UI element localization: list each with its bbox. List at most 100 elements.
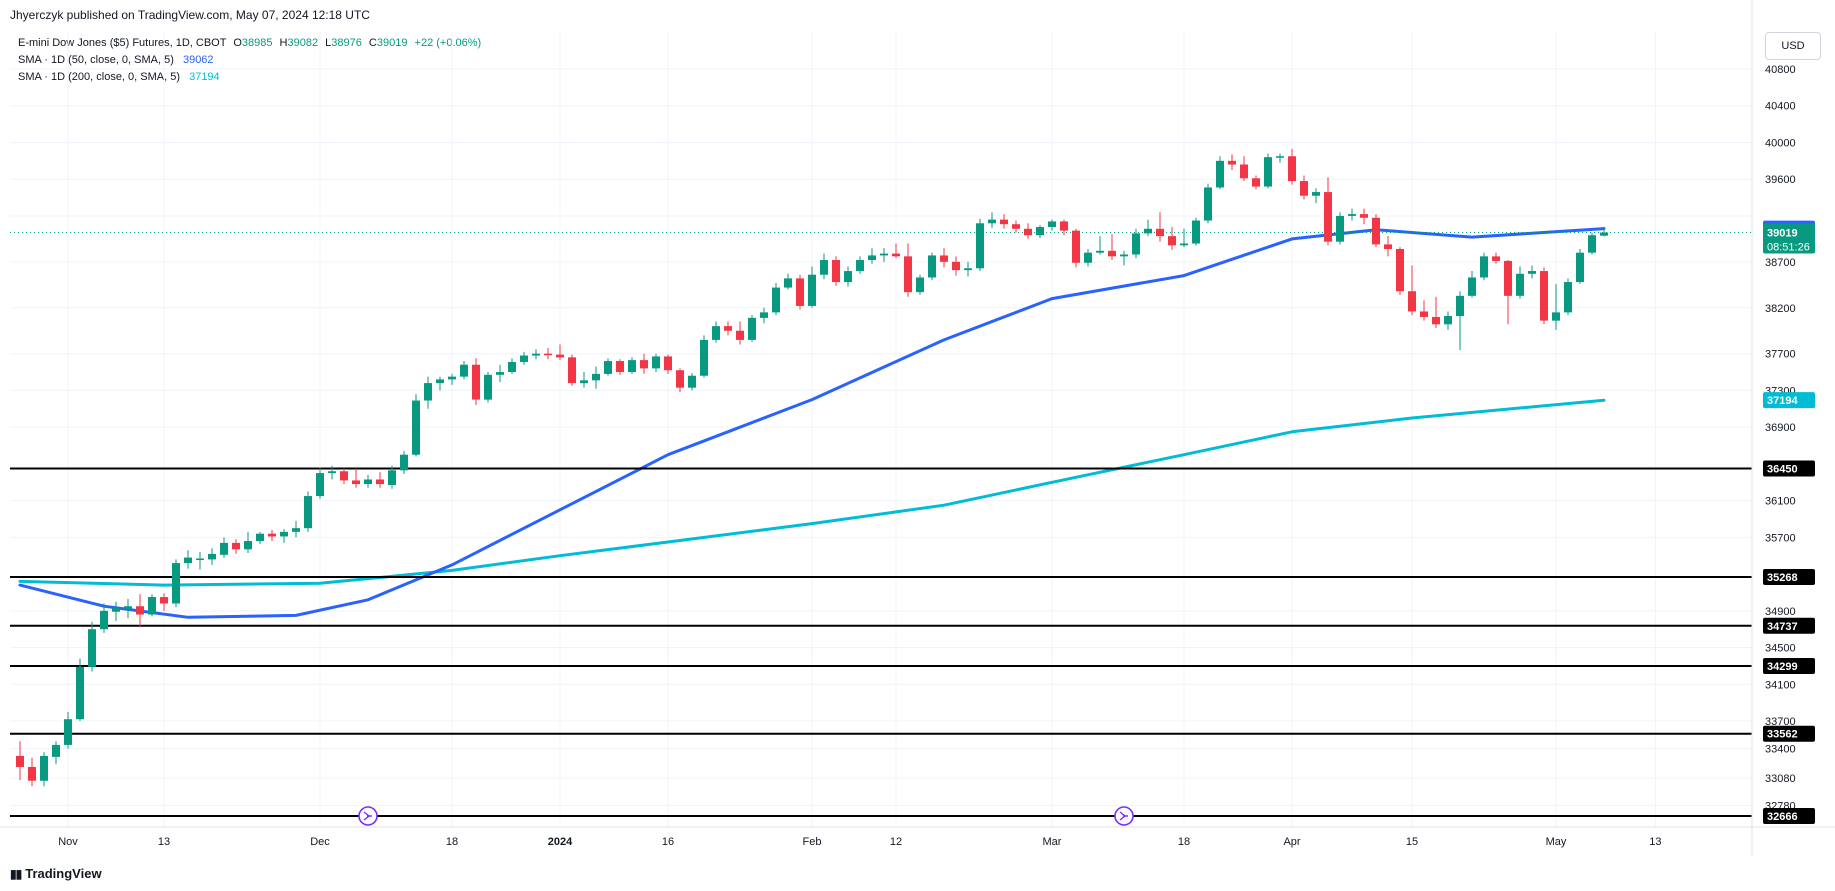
tradingview-logo[interactable]: ▮▮ TradingView [10,866,102,881]
candle [952,256,960,276]
sma50-value: 39062 [182,54,214,66]
candle-body [1504,260,1512,296]
candle [1480,252,1488,281]
candle [1048,219,1056,231]
price-badge-sma200-label: 37194 [1767,395,1798,407]
grid [10,32,1752,827]
candle [484,372,492,403]
candle-body [820,260,828,275]
candle [784,273,792,290]
level-badge-36450-bg [1763,460,1815,477]
candle-body [1084,252,1092,263]
candle [136,594,144,628]
candle-body [376,479,384,485]
candle-body [88,629,96,667]
candle [172,559,180,608]
candle-body [508,361,516,373]
candle-body [628,360,636,373]
candle [1552,283,1560,330]
candle-body [1240,164,1248,179]
candle [376,472,384,488]
candle-body [1168,236,1176,246]
chart-legend: E-mini Dow Jones ($5) Futures, 1D, CBOT … [18,35,481,86]
legend-symbol-row[interactable]: E-mini Dow Jones ($5) Futures, 1D, CBOT … [18,35,481,52]
candle [1264,153,1272,189]
candle-body [1288,156,1296,182]
candle [1492,252,1500,264]
candle [352,468,360,488]
candle [40,752,48,787]
candle [1576,249,1584,284]
candle [1516,266,1524,299]
candle-body [1216,160,1224,188]
candle-body [544,353,552,356]
y-tick-label: 40800 [1765,64,1796,76]
level-badge-34737-bg [1763,617,1815,634]
candle-body [1096,250,1104,253]
candle [316,467,324,499]
currency-button[interactable]: USD [1765,32,1821,60]
candle [820,253,828,280]
candle [640,353,648,374]
candle-body [304,496,312,529]
candle-body [1060,221,1068,231]
candle-body [1468,277,1476,296]
candle-body [316,473,324,497]
candle [1600,226,1608,237]
legend-sma50-row[interactable]: SMA · 1D (50, close, 0, SMA, 5) 39062 [18,52,481,69]
candle [1108,234,1116,261]
candle-body [1552,312,1560,321]
candle [688,372,696,391]
y-tick-label: 34500 [1765,643,1796,655]
candle [268,530,276,542]
candle-body [412,400,420,455]
candle [532,349,540,360]
candle-body [1372,217,1380,245]
candle [1408,265,1416,316]
y-tick-label: 36100 [1765,496,1796,508]
candle-body [688,375,696,388]
candle [292,520,300,538]
level-badge-34299-bg [1763,658,1815,675]
candle [580,372,588,388]
x-tick-label: Mar [1043,836,1062,848]
candle-body [28,766,36,781]
candle [28,757,36,787]
y-tick-label: 39600 [1765,174,1796,186]
candle [592,366,600,389]
x-tick-label: Dec [310,836,330,848]
candle [988,212,996,228]
candle-body [1384,244,1392,249]
candle [1024,223,1032,239]
candle-body [652,356,660,369]
candle [1120,250,1128,266]
level-badge-33562-label: 33562 [1767,729,1798,741]
candle [1204,183,1212,224]
symbol-name: E-mini Dow Jones ($5) Futures, 1D, CBOT [18,37,227,49]
candle [88,621,96,672]
candle [436,376,444,391]
candle-body [1564,282,1572,313]
candle [496,364,504,383]
candle-body [1072,230,1080,263]
candle-body [1264,157,1272,187]
price-badge-sma200-bg [1763,392,1815,409]
candle [1504,260,1512,325]
legend-sma200-row[interactable]: SMA · 1D (200, close, 0, SMA, 5) 37194 [18,69,481,86]
y-tick-label: 38200 [1765,303,1796,315]
candle [220,537,228,558]
candle-body [172,563,180,604]
candle-body [220,542,228,555]
open-value: 38985 [241,37,273,49]
price-badge-last-sublabel: 08:51:26 [1767,242,1810,254]
level-badge-33562-bg [1763,725,1815,742]
candle-body [1528,271,1536,274]
high-label: H [279,37,288,49]
y-tick-label: 40000 [1765,137,1796,149]
candle-body [160,597,168,604]
candle-body [496,372,504,375]
sma50-label: SMA · 1D (50, close, 0, SMA, 5) [18,54,174,66]
candle [1252,175,1260,190]
candle-body [532,353,540,356]
